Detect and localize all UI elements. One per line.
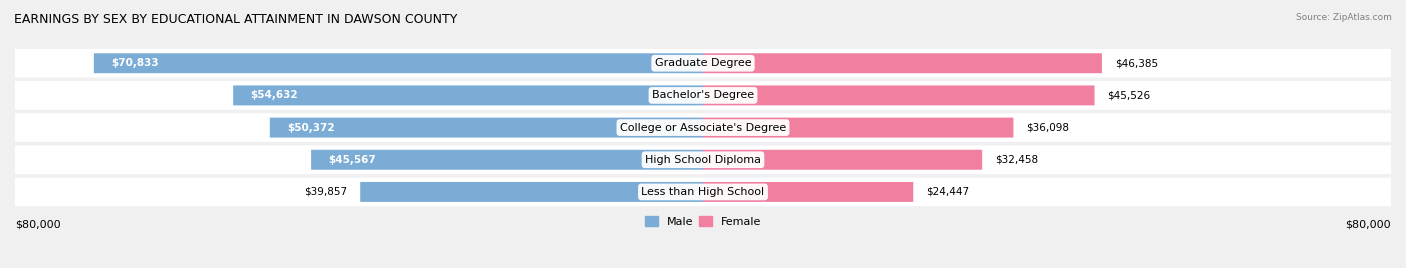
- FancyBboxPatch shape: [311, 150, 703, 170]
- Text: $45,567: $45,567: [329, 155, 375, 165]
- Text: $45,526: $45,526: [1108, 90, 1150, 100]
- Text: $80,000: $80,000: [1346, 219, 1391, 229]
- FancyBboxPatch shape: [360, 182, 703, 202]
- Text: $54,632: $54,632: [250, 90, 298, 100]
- FancyBboxPatch shape: [15, 49, 1391, 77]
- Text: $32,458: $32,458: [995, 155, 1038, 165]
- FancyBboxPatch shape: [703, 85, 1094, 105]
- FancyBboxPatch shape: [94, 53, 703, 73]
- FancyBboxPatch shape: [703, 53, 1102, 73]
- FancyBboxPatch shape: [15, 178, 1391, 206]
- Text: High School Diploma: High School Diploma: [645, 155, 761, 165]
- Text: Less than High School: Less than High School: [641, 187, 765, 197]
- FancyBboxPatch shape: [703, 150, 983, 170]
- Text: College or Associate's Degree: College or Associate's Degree: [620, 122, 786, 133]
- Text: $46,385: $46,385: [1115, 58, 1159, 68]
- FancyBboxPatch shape: [270, 118, 703, 137]
- FancyBboxPatch shape: [233, 85, 703, 105]
- Text: $50,372: $50,372: [287, 122, 335, 133]
- Legend: Male, Female: Male, Female: [640, 212, 766, 231]
- FancyBboxPatch shape: [15, 81, 1391, 110]
- Text: $24,447: $24,447: [927, 187, 969, 197]
- Text: Source: ZipAtlas.com: Source: ZipAtlas.com: [1296, 13, 1392, 23]
- FancyBboxPatch shape: [703, 118, 1014, 137]
- Text: Bachelor's Degree: Bachelor's Degree: [652, 90, 754, 100]
- FancyBboxPatch shape: [703, 182, 914, 202]
- FancyBboxPatch shape: [15, 113, 1391, 142]
- Text: $39,857: $39,857: [304, 187, 347, 197]
- FancyBboxPatch shape: [15, 146, 1391, 174]
- Text: Graduate Degree: Graduate Degree: [655, 58, 751, 68]
- Text: $80,000: $80,000: [15, 219, 60, 229]
- Text: $36,098: $36,098: [1026, 122, 1070, 133]
- Text: $70,833: $70,833: [111, 58, 159, 68]
- Text: EARNINGS BY SEX BY EDUCATIONAL ATTAINMENT IN DAWSON COUNTY: EARNINGS BY SEX BY EDUCATIONAL ATTAINMEN…: [14, 13, 457, 27]
